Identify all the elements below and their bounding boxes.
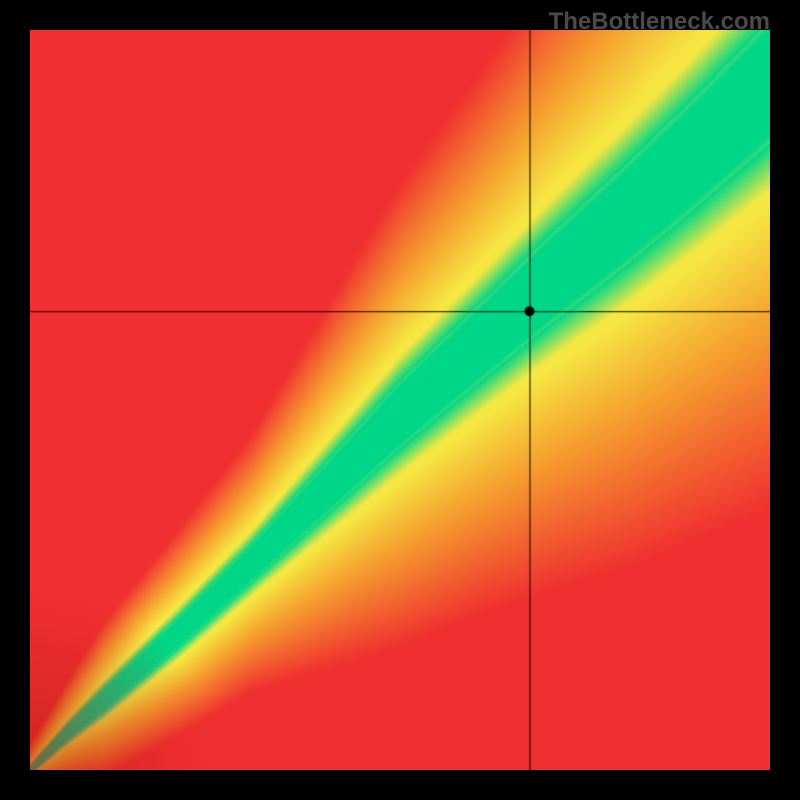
heatmap-canvas xyxy=(30,30,770,770)
heatmap-chart xyxy=(30,30,770,770)
watermark-text: TheBottleneck.com xyxy=(549,8,770,36)
